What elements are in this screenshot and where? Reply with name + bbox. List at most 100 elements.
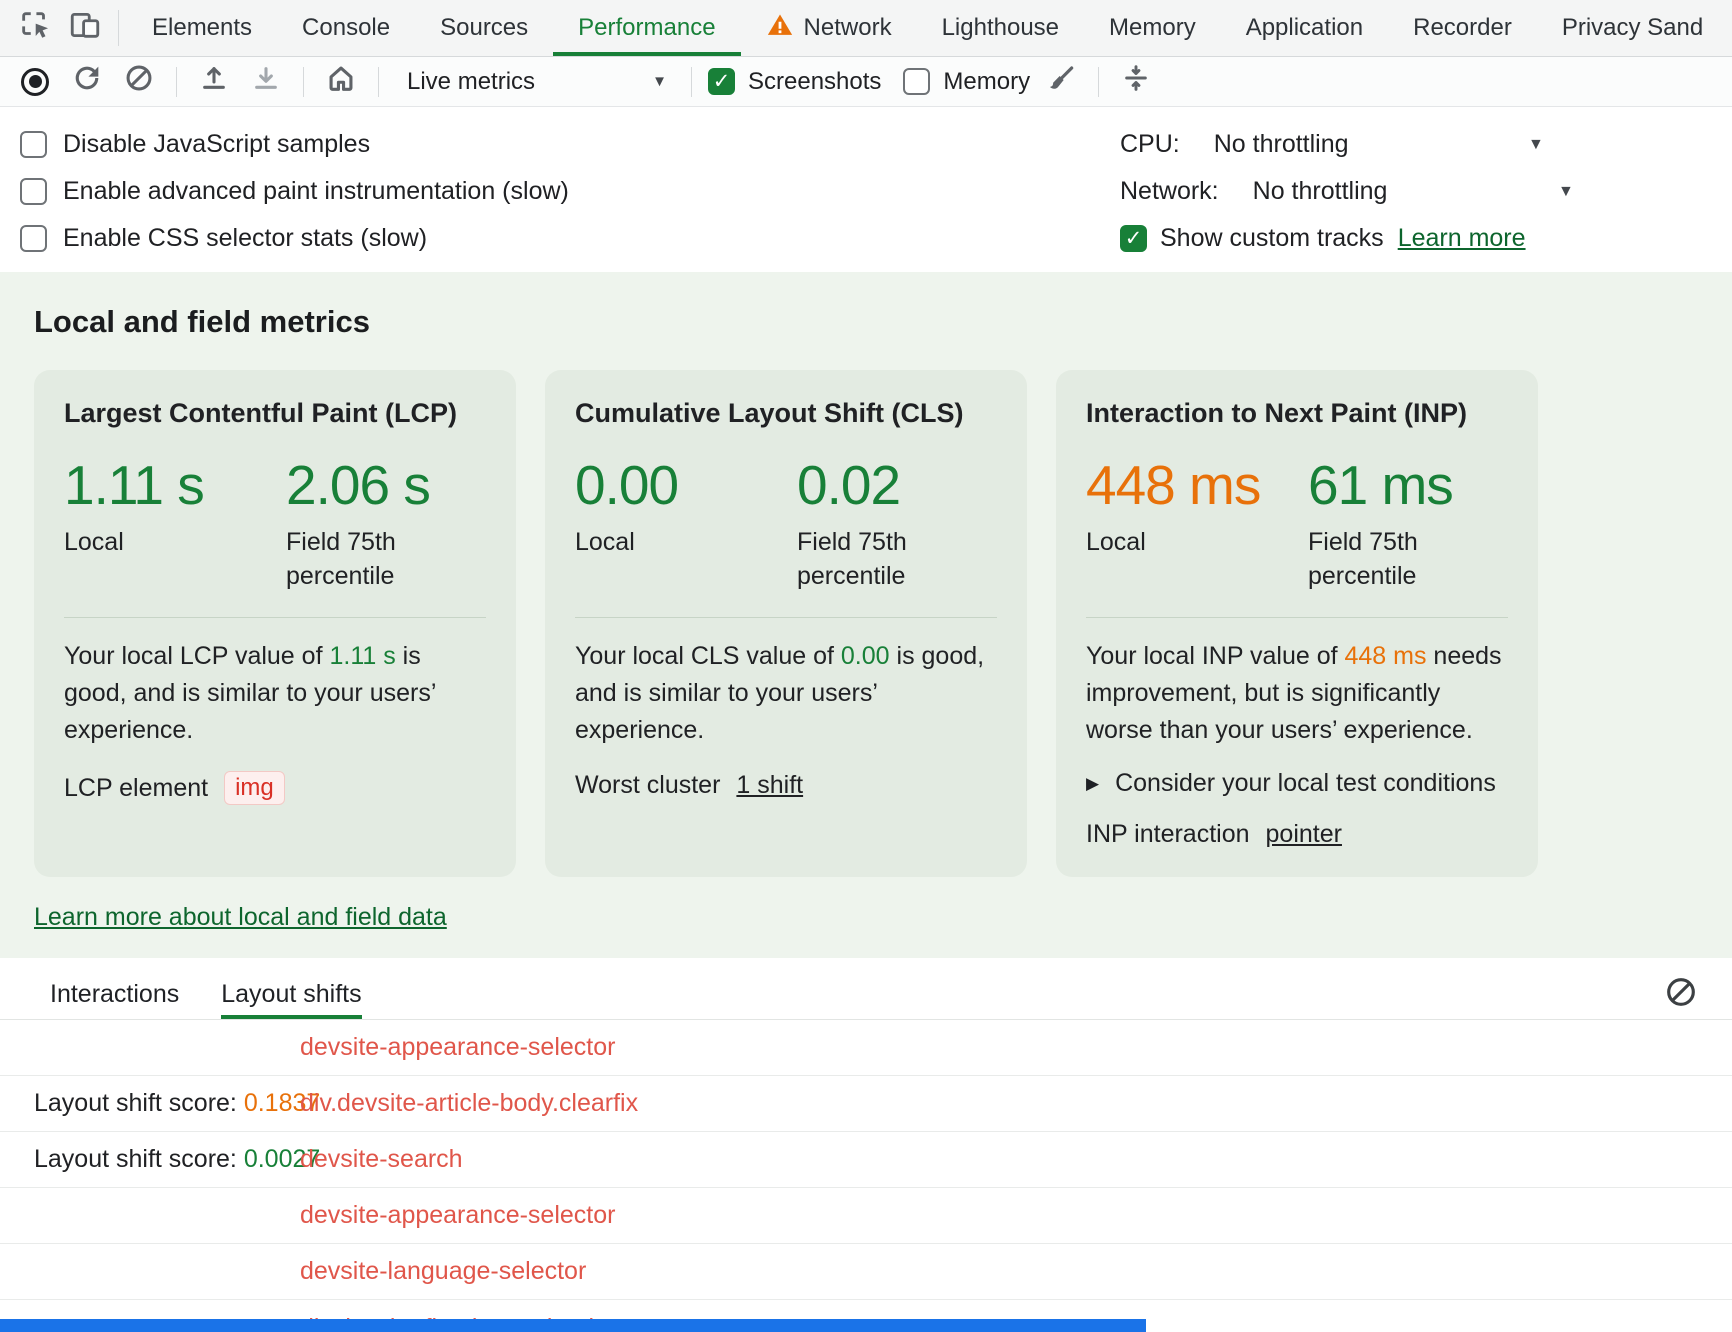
shift-node-link[interactable]: div.devsite-article-body.clearfix xyxy=(300,1089,639,1117)
local-label: Local xyxy=(1086,528,1146,556)
warning-icon xyxy=(766,11,794,46)
tab-lighthouse[interactable]: Lighthouse xyxy=(917,0,1084,56)
inspect-cursor-icon xyxy=(18,8,52,49)
download-icon xyxy=(250,62,282,101)
local-test-conditions-disclosure[interactable]: ▶ Consider your local test conditions xyxy=(1086,769,1508,798)
shift-node-link[interactable]: devsite-language-selector xyxy=(300,1257,587,1285)
layout-shift-row: Layout shift score: 0.0027 devsite-searc… xyxy=(0,1132,1732,1188)
checkbox-label: Disable JavaScript samples xyxy=(63,130,371,158)
memory-checkbox-label: Memory xyxy=(943,67,1031,95)
field-label: Field 75th percentile xyxy=(797,528,907,590)
lcp-element-node-link[interactable]: img xyxy=(224,771,285,805)
garbage-collect-button[interactable] xyxy=(1040,62,1082,102)
tab-elements[interactable]: Elements xyxy=(127,0,277,56)
inspect-element-button[interactable] xyxy=(10,5,60,51)
bottom-scroll-indicator[interactable] xyxy=(0,1319,1146,1332)
checkbox-label: Enable advanced paint instrumentation (s… xyxy=(63,177,569,205)
css-selector-stats-checkbox[interactable]: Enable CSS selector stats (slow) xyxy=(20,215,1732,262)
checkbox-unchecked-icon xyxy=(20,131,47,158)
tab-sources[interactable]: Sources xyxy=(415,0,553,56)
tab-performance[interactable]: Performance xyxy=(553,0,740,56)
layout-shift-row: Layout shift score: 0.1837 div.devsite-a… xyxy=(0,1076,1732,1132)
collapse-to-fit-button[interactable] xyxy=(1115,62,1157,102)
tab-label: Performance xyxy=(578,14,716,41)
layout-shift-row: devsite-appearance-selector xyxy=(0,1020,1732,1076)
lcp-description: Your local LCP value of 1.11 s is good, … xyxy=(64,642,436,744)
separator xyxy=(1098,66,1100,97)
separator xyxy=(691,66,692,97)
lcp-card-title: Largest Contentful Paint (LCP) xyxy=(64,398,457,428)
tab-label: Layout shifts xyxy=(221,980,362,1008)
triangle-right-icon: ▶ xyxy=(1086,773,1100,793)
lcp-element-label: LCP element xyxy=(64,773,209,802)
disclosure-label: Consider your local test conditions xyxy=(1115,769,1496,797)
tab-label: Recorder xyxy=(1413,14,1512,41)
tab-privacy-sandbox[interactable]: Privacy Sand xyxy=(1537,0,1728,56)
history-dropdown-value: Live metrics xyxy=(407,67,536,95)
save-profile-button[interactable] xyxy=(245,62,287,102)
tab-memory[interactable]: Memory xyxy=(1084,0,1221,56)
tab-network[interactable]: Network xyxy=(741,0,917,56)
performance-settings-pane: Disable JavaScript samples Enable advanc… xyxy=(0,107,1732,272)
section-heading: Local and field metrics xyxy=(34,304,370,339)
reload-and-record-button[interactable] xyxy=(66,62,108,102)
shift-score-cell: Layout shift score: 0.1837 xyxy=(34,1089,321,1117)
chevron-down-icon: ▼ xyxy=(1528,135,1544,153)
clear-log-button[interactable] xyxy=(1660,974,1702,1016)
cpu-throttling-value: No throttling xyxy=(1213,130,1349,158)
tab-label: Elements xyxy=(152,14,253,41)
checkbox-unchecked-icon xyxy=(20,225,47,252)
upload-icon xyxy=(198,62,230,101)
live-metrics-home-button[interactable] xyxy=(320,62,362,102)
cls-description: Your local CLS value of 0.00 is good, an… xyxy=(575,642,985,744)
network-throttling-select[interactable]: Network: No throttling ▼ xyxy=(1120,168,1732,215)
tab-label: Sources xyxy=(440,14,529,41)
history-dropdown[interactable]: Live metrics ▼ xyxy=(395,62,675,102)
tab-layout-shifts[interactable]: Layout shifts xyxy=(221,970,361,1019)
devtools-tab-bar: Elements Console Sources Performance Net… xyxy=(0,0,1732,57)
load-profile-button[interactable] xyxy=(193,62,235,102)
cls-card-title: Cumulative Layout Shift (CLS) xyxy=(575,398,964,428)
field-label: Field 75th percentile xyxy=(1308,528,1418,590)
lcp-field-value: 2.06 s xyxy=(286,454,431,516)
device-toolbar-button[interactable] xyxy=(60,5,110,51)
cpu-label: CPU: xyxy=(1120,130,1180,158)
cpu-throttling-select[interactable]: CPU: No throttling ▼ xyxy=(1120,121,1732,168)
tab-label: Memory xyxy=(1109,14,1196,41)
show-custom-tracks-checkbox[interactable]: Show custom tracks xyxy=(1120,224,1384,253)
inp-card: Interaction to Next Paint (INP) 448 ms L… xyxy=(1056,370,1538,877)
worst-cluster-shift-link[interactable]: 1 shift xyxy=(736,771,804,799)
record-button[interactable] xyxy=(14,62,56,102)
inp-card-title: Interaction to Next Paint (INP) xyxy=(1086,398,1468,428)
tab-console[interactable]: Console xyxy=(277,0,415,56)
shift-node-link[interactable]: devsite-appearance-selector xyxy=(300,1033,616,1061)
shift-node-link[interactable]: devsite-appearance-selector xyxy=(300,1201,616,1229)
inp-interaction-label: INP interaction xyxy=(1086,820,1250,848)
clear-recording-button[interactable] xyxy=(118,62,160,102)
home-icon xyxy=(324,61,358,102)
layout-shift-row: devsite-language-selector xyxy=(0,1244,1732,1300)
separator xyxy=(118,10,119,46)
shift-node-link[interactable]: devsite-search xyxy=(300,1145,463,1173)
inp-interaction-pointer-link[interactable]: pointer xyxy=(1265,820,1342,848)
block-icon xyxy=(123,62,155,101)
local-label: Local xyxy=(575,528,635,556)
disable-js-samples-checkbox[interactable]: Disable JavaScript samples xyxy=(20,121,1732,168)
separator xyxy=(378,66,379,97)
tab-application[interactable]: Application xyxy=(1221,0,1388,56)
block-icon xyxy=(1663,974,1699,1017)
advanced-paint-instrumentation-checkbox[interactable]: Enable advanced paint instrumentation (s… xyxy=(20,168,1732,215)
screenshots-checkbox[interactable]: Screenshots xyxy=(708,68,881,96)
tab-label: Lighthouse xyxy=(941,14,1060,41)
chevron-down-icon: ▼ xyxy=(652,73,667,90)
custom-tracks-learn-more-link[interactable]: Learn more xyxy=(1397,224,1526,252)
fit-arrows-icon xyxy=(1120,62,1152,101)
tab-label: Interactions xyxy=(50,980,180,1008)
tab-interactions[interactable]: Interactions xyxy=(50,970,179,1019)
memory-checkbox[interactable]: Memory xyxy=(903,68,1030,96)
log-tab-bar: Interactions Layout shifts xyxy=(0,970,1732,1020)
network-label: Network: xyxy=(1120,177,1219,205)
tab-recorder[interactable]: Recorder xyxy=(1388,0,1537,56)
local-field-data-learn-more-link[interactable]: Learn more about local and field data xyxy=(34,903,447,931)
